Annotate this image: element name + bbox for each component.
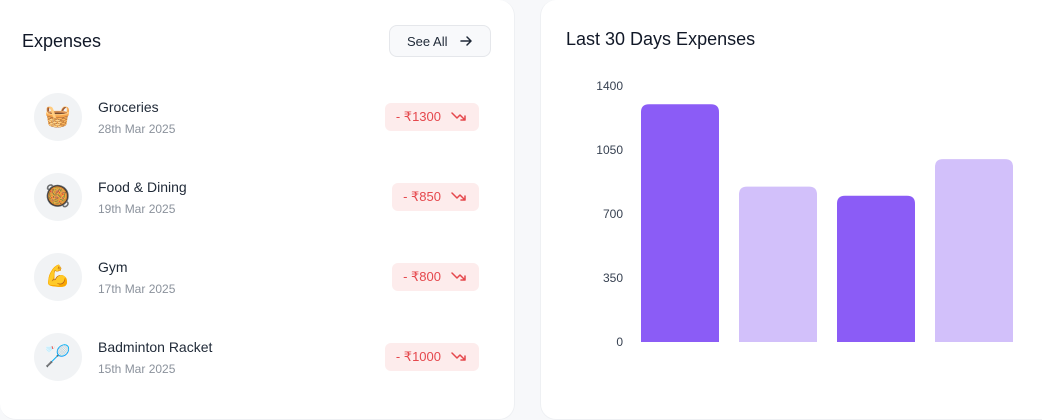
- expense-amount-badge: - ₹1000: [384, 343, 479, 371]
- trend-down-icon: [451, 191, 467, 203]
- expense-date: 17th Mar 2025: [98, 282, 176, 296]
- expense-date: 19th Mar 2025: [98, 202, 176, 216]
- trend-down-icon: [451, 271, 467, 283]
- expense-amount: - ₹850: [403, 189, 441, 204]
- chart-bar: [837, 195, 915, 342]
- chart-bar: [641, 104, 719, 343]
- y-tick-label: 350: [602, 271, 623, 285]
- arrow-right-icon: [459, 34, 473, 48]
- expense-date: 15th Mar 2025: [98, 362, 176, 376]
- chart-title: Last 30 Days Expenses: [566, 29, 756, 49]
- y-tick-label: 700: [602, 207, 623, 221]
- chart-bar: [739, 186, 817, 342]
- expense-name: Badminton Racket: [98, 339, 213, 355]
- chart-card: Last 30 Days Expenses 0 350 700 1050 1400: [540, 0, 1042, 420]
- expense-row[interactable]: 💪 Gym 17th Mar 2025 - ₹800: [34, 253, 484, 301]
- chart-bar: [935, 159, 1013, 342]
- expense-name: Groceries: [98, 99, 159, 115]
- y-tick-label: 1400: [596, 79, 623, 93]
- expenses-title: Expenses: [22, 31, 102, 51]
- basket-icon: 🧺: [34, 93, 82, 141]
- expense-row[interactable]: 🥘 Food & Dining 19th Mar 2025 - ₹850: [34, 173, 484, 221]
- see-all-label: See All: [407, 33, 448, 49]
- flexed-biceps-icon: 💪: [34, 253, 82, 301]
- y-tick-label: 1050: [596, 143, 623, 157]
- expenses-card: Expenses See All 🧺 Groceries 28th Mar 20…: [0, 0, 515, 420]
- trend-down-icon: [451, 111, 467, 123]
- expense-row[interactable]: 🏸 Badminton Racket 15th Mar 2025 - ₹1000: [34, 333, 484, 381]
- expense-amount-badge: - ₹800: [392, 263, 479, 291]
- expense-amount: - ₹800: [403, 269, 441, 284]
- badminton-icon: 🏸: [34, 333, 82, 381]
- bar-chart: [641, 104, 1013, 343]
- expense-name: Food & Dining: [98, 179, 187, 195]
- expense-date: 28th Mar 2025: [98, 122, 176, 136]
- expense-amount-badge: - ₹850: [392, 183, 479, 211]
- expense-amount: - ₹1300: [395, 109, 441, 124]
- food-pan-icon: 🥘: [34, 173, 82, 221]
- expense-amount-badge: - ₹1300: [384, 103, 479, 131]
- expense-amount: - ₹1000: [395, 349, 441, 364]
- y-tick-label: 0: [616, 335, 623, 349]
- expense-row[interactable]: 🧺 Groceries 28th Mar 2025 - ₹1300: [34, 93, 484, 141]
- expense-name: Gym: [98, 259, 128, 275]
- trend-down-icon: [451, 351, 467, 363]
- see-all-button[interactable]: See All: [389, 25, 491, 57]
